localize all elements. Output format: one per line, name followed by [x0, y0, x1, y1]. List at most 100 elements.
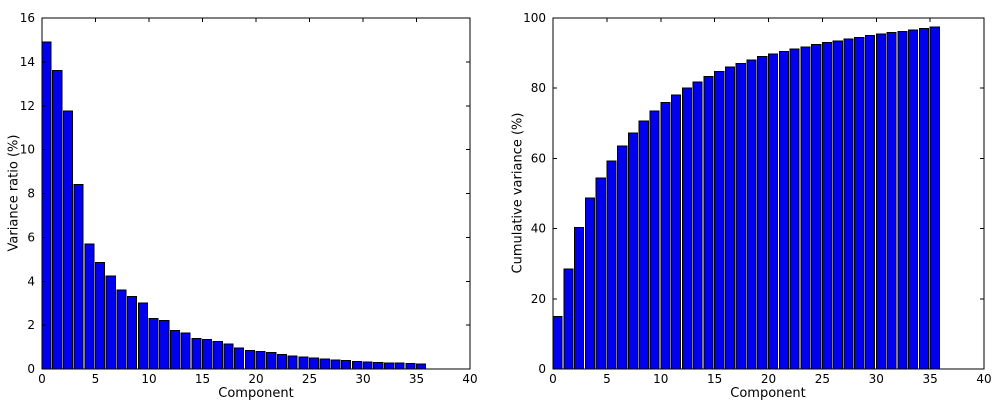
- bar: [757, 56, 768, 370]
- x-tick-label: 40: [462, 372, 477, 386]
- x-tick-label: 15: [195, 372, 210, 386]
- bar: [148, 318, 159, 370]
- bar: [854, 36, 865, 370]
- bar: [724, 66, 736, 370]
- bar: [394, 362, 405, 370]
- bar: [95, 262, 106, 370]
- bar: [52, 70, 63, 370]
- cumulative-variance-yaxis-label: Cumulative variance (%): [510, 112, 526, 274]
- y-tick-label: 60: [531, 151, 546, 165]
- bar: [223, 343, 234, 370]
- y-tick-label: 6: [27, 230, 35, 244]
- variance-ratio-chart: 0 5 10 15 20 25 30 35 40 0 2 4 6 8 10 12 14 16 Component …: [6, 11, 478, 401]
- y-tick-label: 20: [531, 292, 546, 306]
- bar: [212, 341, 223, 370]
- bar: [41, 41, 52, 370]
- bar: [908, 29, 919, 370]
- bar: [778, 50, 789, 370]
- x-tick-label: 0: [549, 372, 557, 386]
- x-tick-label: 0: [38, 372, 46, 386]
- bar: [821, 42, 833, 370]
- bar: [234, 347, 245, 370]
- x-tick-label: 30: [869, 372, 884, 386]
- x-tick-label: 20: [248, 372, 263, 386]
- bar: [843, 38, 854, 370]
- bar: [180, 332, 191, 370]
- bar: [266, 352, 277, 370]
- y-tick-label: 100: [523, 11, 546, 25]
- bar: [169, 330, 180, 370]
- bar: [62, 110, 73, 370]
- bar: [298, 356, 309, 370]
- cumulative-variance-plot-canvas: 0 5 10 15 20 25 30 35 40 0 20 40 60 80 100: [523, 11, 992, 386]
- cumulative-variance-xaxis-label: Component: [730, 386, 806, 401]
- bar: [864, 35, 876, 370]
- x-tick-label: 15: [707, 372, 722, 386]
- y-tick-label: 16: [20, 11, 35, 25]
- y-tick-label: 4: [27, 274, 35, 288]
- cumulative-variance-chart: 0 5 10 15 20 25 30 35 40 0 20 40 60 80 100 Component C…: [500, 0, 1000, 404]
- bar: [875, 33, 886, 370]
- bar: [552, 316, 563, 370]
- y-tick-label: 0: [27, 362, 35, 376]
- bar: [127, 296, 138, 370]
- variance-ratio-plot-canvas: 0 5 10 15 20 25 30 35 40 0 2 4 6 8 10 12 14 16: [20, 11, 478, 386]
- bar: [897, 30, 908, 370]
- bar: [255, 350, 266, 370]
- x-tick-label: 40: [976, 372, 991, 386]
- bar: [692, 81, 703, 370]
- bar: [638, 120, 649, 370]
- y-tick-label: 40: [531, 222, 546, 236]
- y-tick-label: 80: [531, 81, 546, 95]
- bar: [574, 227, 585, 370]
- x-tick-label: 30: [355, 372, 370, 386]
- y-tick-label: 14: [20, 55, 35, 69]
- variance-ratio-yaxis-label: Variance ratio (%): [6, 134, 22, 252]
- x-tick-label: 10: [141, 372, 156, 386]
- bar: [383, 362, 394, 370]
- x-tick-label: 20: [761, 372, 776, 386]
- x-tick-label: 5: [92, 372, 100, 386]
- x-tick-label: 25: [302, 372, 317, 386]
- bar: [319, 358, 330, 370]
- y-tick-label: 2: [27, 318, 35, 332]
- y-tick-label: 0: [538, 362, 546, 376]
- bar: [617, 145, 628, 370]
- variance-ratio-xaxis-label: Component: [218, 386, 294, 401]
- bar: [886, 32, 897, 370]
- bar: [84, 243, 95, 370]
- bar: [832, 40, 843, 370]
- bar: [416, 363, 427, 370]
- x-tick-label: 35: [409, 372, 424, 386]
- bar: [768, 53, 779, 370]
- bar: [929, 26, 940, 370]
- bar: [116, 289, 127, 370]
- y-tick-label: 8: [27, 187, 35, 201]
- bar: [405, 363, 416, 370]
- bar: [373, 361, 384, 370]
- bar: [330, 359, 341, 370]
- bar: [105, 275, 116, 370]
- bar: [649, 110, 660, 370]
- bar: [800, 46, 811, 370]
- bar: [746, 59, 757, 370]
- bar: [159, 320, 170, 370]
- bar: [714, 71, 725, 370]
- bar: [351, 360, 362, 370]
- bar: [584, 197, 595, 370]
- bar: [244, 349, 255, 370]
- bar: [660, 102, 671, 370]
- x-tick-label: 10: [653, 372, 668, 386]
- x-tick-label: 5: [603, 372, 611, 386]
- x-tick-label: 25: [815, 372, 830, 386]
- bar: [811, 44, 822, 370]
- bar: [362, 361, 373, 370]
- bar: [563, 268, 574, 370]
- bar: [735, 62, 746, 370]
- bar: [73, 184, 84, 370]
- bar: [191, 337, 202, 370]
- bar: [202, 338, 213, 370]
- bar: [681, 87, 692, 370]
- bar: [918, 28, 930, 370]
